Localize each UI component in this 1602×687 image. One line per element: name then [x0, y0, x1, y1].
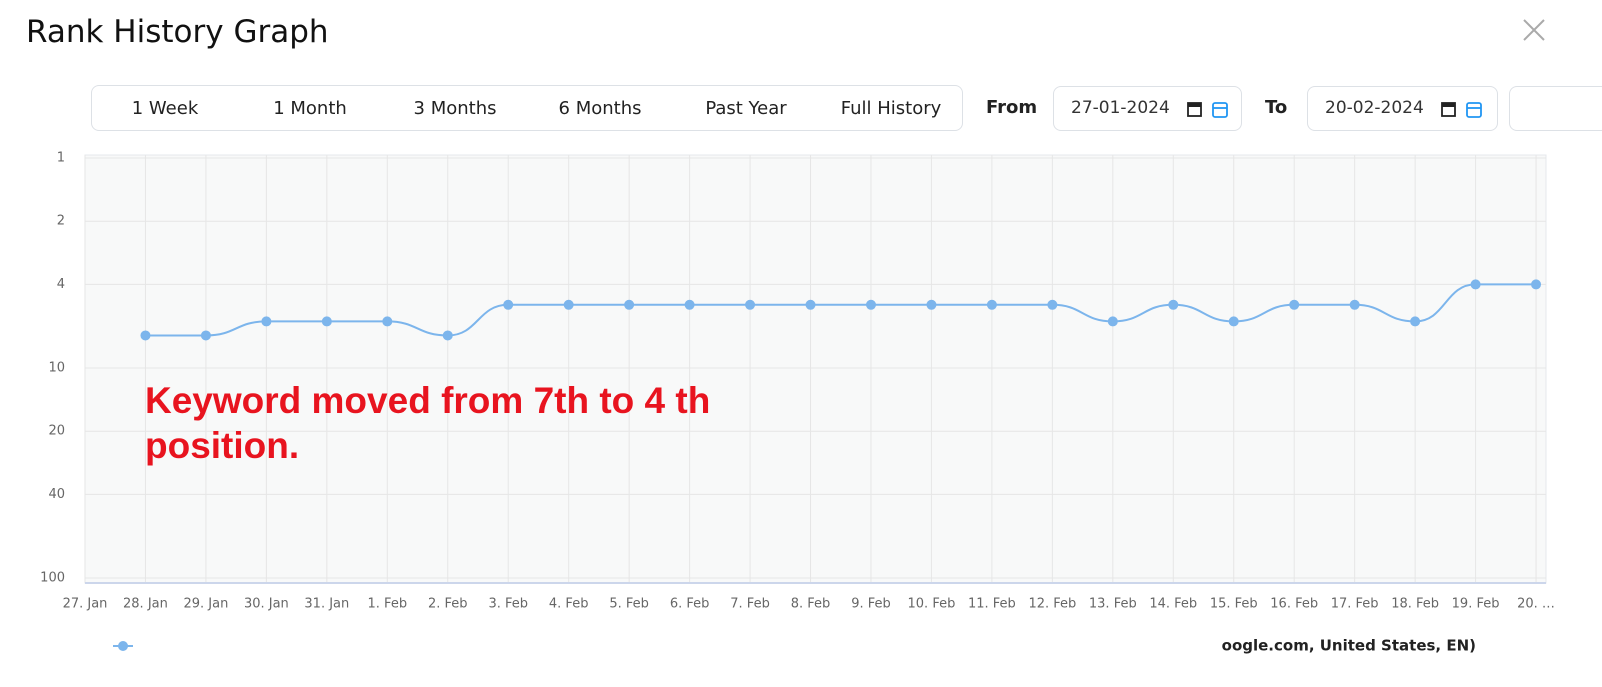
data-point [321, 316, 332, 327]
x-tick-label: 17. Feb [1331, 597, 1379, 612]
data-point [684, 299, 695, 310]
x-tick-label: 7. Feb [730, 597, 770, 612]
data-point [1168, 299, 1179, 310]
data-point [200, 330, 211, 341]
x-tick-label: 31. Jan [304, 597, 349, 612]
y-tick-label: 4 [57, 277, 65, 292]
annotation: Keyword moved from 7th to 4 th position. [145, 380, 711, 466]
x-tick-label: 8. Feb [791, 597, 831, 612]
x-tick-label: 27. Jan [63, 597, 108, 612]
x-tick-label: 20. … [1517, 597, 1555, 612]
x-tick-label: 18. Feb [1391, 597, 1439, 612]
x-tick-label: 29. Jan [183, 597, 228, 612]
data-point [1047, 299, 1058, 310]
range-button[interactable]: 1 Month [273, 98, 347, 119]
data-point [261, 316, 272, 327]
range-button[interactable]: 1 Week [131, 98, 199, 119]
x-tick-label: 5. Feb [609, 597, 649, 612]
data-point [926, 299, 937, 310]
data-point [865, 299, 876, 310]
x-tick-label: 6. Feb [670, 597, 710, 612]
to-date-input[interactable]: 20-02-2024 [1307, 86, 1498, 131]
range-button[interactable]: Full History [840, 98, 942, 119]
data-point [1410, 316, 1421, 327]
x-tick-label: 15. Feb [1210, 597, 1258, 612]
calendar-icons [1187, 102, 1228, 118]
range-button[interactable]: 3 Months [413, 98, 497, 119]
to-label: To [1265, 97, 1288, 118]
data-point [624, 299, 635, 310]
plot-background [84, 154, 1547, 584]
dialog-title: Rank History Graph [26, 14, 329, 50]
range-selector: 1 Week 1 Month 3 Months 6 Months Past Year Fu… [91, 85, 963, 131]
legend-marker-dot [118, 641, 128, 651]
legend-label: oogle.com, United States, EN) [1222, 637, 1476, 655]
close-button[interactable] [1520, 16, 1550, 46]
range-button[interactable]: Past Year [705, 98, 787, 119]
x-tick-label: 12. Feb [1028, 597, 1076, 612]
from-label: From [986, 97, 1038, 118]
data-point [805, 299, 816, 310]
data-point [442, 330, 453, 341]
range-button[interactable]: 6 Months [558, 98, 642, 119]
data-point [1289, 299, 1300, 310]
y-tick-label: 20 [48, 424, 65, 439]
from-date: 27-01-2024 [1071, 98, 1170, 118]
x-tick-label: 9. Feb [851, 597, 891, 612]
from-date-input[interactable]: 27-01-2024 [1053, 86, 1242, 131]
data-point [140, 330, 151, 341]
data-point [1228, 316, 1239, 327]
data-point [503, 299, 514, 310]
x-tick-label: 16. Feb [1270, 597, 1318, 612]
data-point [1470, 279, 1481, 290]
x-tick-label: 1. Feb [368, 597, 408, 612]
data-point [563, 299, 574, 310]
chart: 1 2 4 10 20 40 100 27. Jan 28. Jan 29. Jan 30. Jan… [40, 151, 1555, 655]
data-point [745, 299, 756, 310]
data-point [1349, 299, 1360, 310]
data-point [1107, 316, 1118, 327]
x-tick-label: 14. Feb [1149, 597, 1197, 612]
y-tick-label: 2 [57, 214, 65, 229]
data-point [986, 299, 997, 310]
y-tick-label: 1 [57, 151, 65, 166]
x-tick-label: 11. Feb [968, 597, 1016, 612]
x-tick-label: 13. Feb [1089, 597, 1137, 612]
data-point [382, 316, 393, 327]
x-tick-label: 4. Feb [549, 597, 589, 612]
data-point [1531, 279, 1542, 290]
x-tick-label: 30. Jan [244, 597, 289, 612]
x-tick-label: 28. Jan [123, 597, 168, 612]
x-tick-label: 2. Feb [428, 597, 468, 612]
x-tick-label: 3. Feb [488, 597, 528, 612]
y-tick-label: 40 [48, 487, 65, 502]
calendar-icons [1441, 102, 1482, 118]
to-date: 20-02-2024 [1325, 98, 1424, 118]
x-tick-label: 19. Feb [1452, 597, 1500, 612]
x-tick-label: 10. Feb [908, 597, 956, 612]
extra-button[interactable] [1509, 86, 1602, 131]
y-tick-label: 10 [48, 361, 65, 376]
y-tick-label: 100 [40, 571, 65, 586]
